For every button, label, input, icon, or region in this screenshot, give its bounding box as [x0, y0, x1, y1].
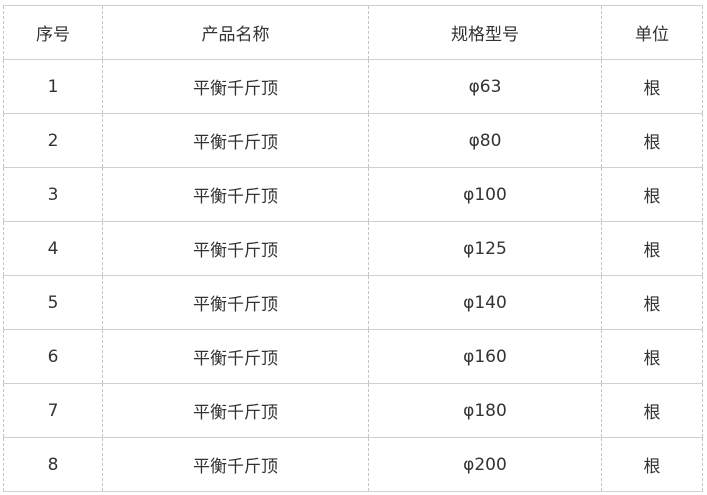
- index-cell: 5: [3, 275, 103, 330]
- product-name-cell: 平衡千斤顶: [102, 383, 369, 438]
- product-name-cell: 平衡千斤顶: [102, 275, 369, 330]
- header-spec: 规格型号: [368, 5, 602, 60]
- table-row: 6 平衡千斤顶 φ160 根: [3, 329, 703, 384]
- product-name-cell: 平衡千斤顶: [102, 59, 369, 114]
- index-cell: 6: [3, 329, 103, 384]
- spec-cell: φ80: [368, 113, 602, 168]
- table-row: 3 平衡千斤顶 φ100 根: [3, 167, 703, 222]
- unit-cell: 根: [601, 383, 703, 438]
- spec-cell: φ63: [368, 59, 602, 114]
- spec-cell: φ160: [368, 329, 602, 384]
- product-name-cell: 平衡千斤顶: [102, 113, 369, 168]
- table-row: 2 平衡千斤顶 φ80 根: [3, 113, 703, 168]
- index-cell: 8: [3, 437, 103, 492]
- spec-cell: φ100: [368, 167, 602, 222]
- header-index: 序号: [3, 5, 103, 60]
- spec-cell: φ140: [368, 275, 602, 330]
- product-name-cell: 平衡千斤顶: [102, 221, 369, 276]
- product-name-cell: 平衡千斤顶: [102, 437, 369, 492]
- spec-cell: φ200: [368, 437, 602, 492]
- spec-cell: φ125: [368, 221, 602, 276]
- unit-cell: 根: [601, 113, 703, 168]
- unit-cell: 根: [601, 329, 703, 384]
- unit-cell: 根: [601, 275, 703, 330]
- index-cell: 3: [3, 167, 103, 222]
- table-row: 5 平衡千斤顶 φ140 根: [3, 275, 703, 330]
- product-name-cell: 平衡千斤顶: [102, 329, 369, 384]
- spec-cell: φ180: [368, 383, 602, 438]
- unit-cell: 根: [601, 59, 703, 114]
- table-row: 1 平衡千斤顶 φ63 根: [3, 59, 703, 114]
- header-row: 序号 产品名称 规格型号 单位: [3, 5, 703, 60]
- unit-cell: 根: [601, 167, 703, 222]
- product-name-cell: 平衡千斤顶: [102, 167, 369, 222]
- index-cell: 4: [3, 221, 103, 276]
- unit-cell: 根: [601, 437, 703, 492]
- table-row: 4 平衡千斤顶 φ125 根: [3, 221, 703, 276]
- table-row: 7 平衡千斤顶 φ180 根: [3, 383, 703, 438]
- index-cell: 1: [3, 59, 103, 114]
- product-table: 序号 产品名称 规格型号 单位 1 平衡千斤顶 φ63 根 2 平衡千斤顶 φ80 根 3 平衡千…: [3, 5, 703, 492]
- index-cell: 2: [3, 113, 103, 168]
- index-cell: 7: [3, 383, 103, 438]
- header-product-name: 产品名称: [102, 5, 369, 60]
- table-row: 8 平衡千斤顶 φ200 根: [3, 437, 703, 492]
- unit-cell: 根: [601, 221, 703, 276]
- header-unit: 单位: [601, 5, 703, 60]
